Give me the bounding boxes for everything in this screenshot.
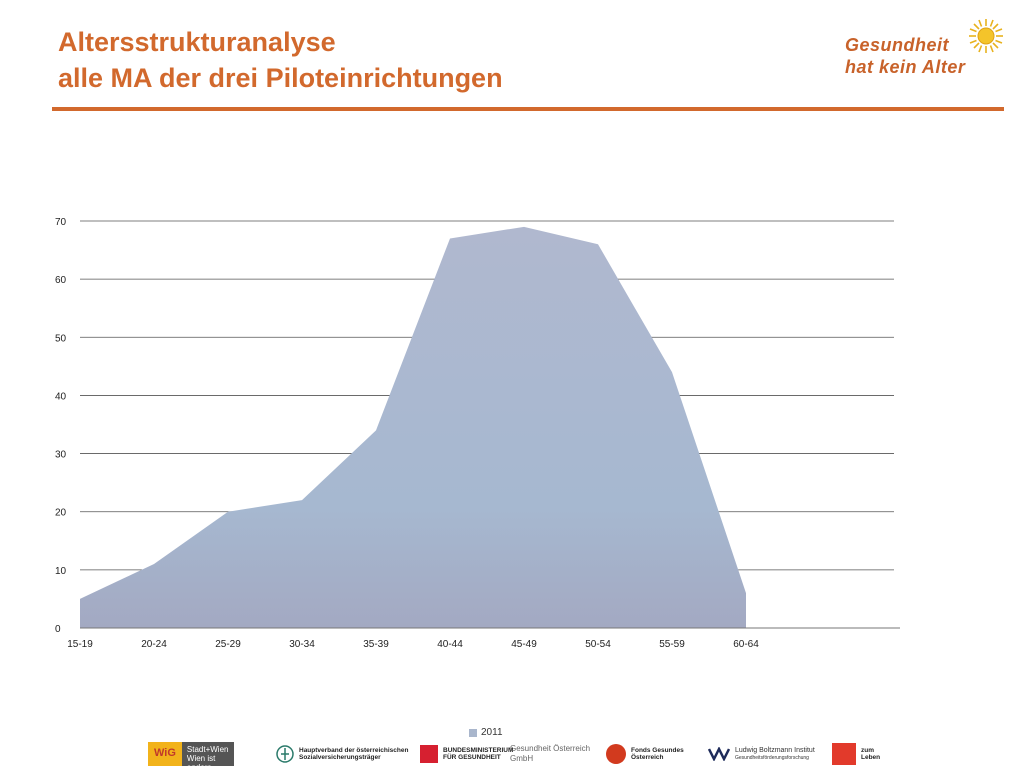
logo-wig-text: WiG: [148, 742, 182, 766]
header-divider: [52, 107, 1004, 111]
logo-zum-leben: zum Leben: [832, 742, 880, 766]
logo-fgoe: Fonds Gesundes Österreich: [606, 742, 684, 766]
logo-bmg: BUNDESMINISTERIUM FÜR GESUNDHEIT: [420, 742, 513, 766]
lbi-icon: [708, 747, 730, 761]
x-tick-label-40-44: 40-44: [437, 639, 463, 650]
fgoe-icon: [606, 744, 626, 764]
y-tick-label-40: 40: [55, 391, 67, 402]
y-tick-label-70: 70: [55, 217, 67, 228]
chart-legend: 2011: [469, 727, 503, 738]
y-tick-label-10: 10: [55, 566, 67, 577]
zum-leben-icon: [832, 743, 856, 765]
logo-goeg-line2: GmbH: [510, 754, 533, 763]
logo-goeg-line1: Gesundheit Österreich: [510, 744, 590, 753]
legend-swatch: [469, 729, 477, 737]
logo-lbi-line2: Gesundheitsförderungsforschung: [735, 755, 809, 761]
logo-zum-leben-line1: zum: [861, 747, 874, 754]
logo-zum-leben-line2: Leben: [861, 754, 880, 761]
x-tick-label-30-34: 30-34: [289, 639, 315, 650]
slide-title-line1: Altersstrukturanalyse: [58, 24, 503, 60]
y-tick-label-50: 50: [55, 333, 67, 344]
series-area-2011: [80, 227, 746, 628]
x-tick-label-20-24: 20-24: [141, 639, 167, 650]
brand-line1: Gesundheit: [845, 34, 965, 56]
partner-logos: WiG Stadt+Wien Wien ist anders Hauptverb…: [148, 742, 908, 768]
x-tick-label-50-54: 50-54: [585, 639, 611, 650]
x-tick-label-60-64: 60-64: [733, 639, 759, 650]
logo-lbi-line1: Ludwig Boltzmann Institut: [735, 747, 815, 754]
logo-stadt-wien-line1: Stadt+Wien: [187, 745, 229, 754]
logo-stadt-wien: Stadt+Wien Wien ist anders: [182, 742, 234, 766]
y-tick-label-60: 60: [55, 275, 67, 286]
logo-bmg-line1: BUNDESMINISTERIUM: [443, 747, 513, 754]
logo-fgoe-line2: Österreich: [631, 754, 664, 761]
sun-icon: [968, 18, 1004, 54]
y-tick-label-30: 30: [55, 450, 67, 461]
bmg-icon: [420, 745, 438, 763]
logo-lbi: Ludwig Boltzmann Institut Gesundheitsför…: [708, 742, 815, 766]
y-tick-label-20: 20: [55, 508, 67, 519]
brand-line2: hat kein Alter: [845, 56, 965, 78]
x-tick-label-45-49: 45-49: [511, 639, 537, 650]
logo-bmg-line2: FÜR GESUNDHEIT: [443, 754, 501, 761]
logo-fgoe-line1: Fonds Gesundes: [631, 747, 684, 754]
x-tick-label-25-29: 25-29: [215, 639, 241, 650]
logo-goeg: Gesundheit Österreich GmbH: [510, 742, 590, 766]
age-structure-chart: 0 10 20 30 40 50 60 70 15-19 20-24 25-29 30-34 35-39…: [40, 200, 920, 670]
logo-hauptverband: Hauptverband der österreichischen Sozial…: [276, 742, 408, 766]
x-tick-label-55-59: 55-59: [659, 639, 685, 650]
slide-title-line2: alle MA der drei Piloteinrichtungen: [58, 60, 503, 96]
x-tick-label-15-19: 15-19: [67, 639, 93, 650]
slide-title: Altersstrukturanalyse alle MA der drei P…: [58, 24, 503, 96]
logo-hauptverband-line2: Sozialversicherungsträger: [299, 754, 381, 761]
legend-label: 2011: [481, 727, 503, 738]
logo-wig: WiG Stadt+Wien Wien ist anders: [148, 742, 234, 766]
logo-hauptverband-line1: Hauptverband der österreichischen: [299, 747, 408, 754]
logo-stadt-wien-line2: Wien ist anders: [187, 754, 215, 772]
hauptverband-icon: [276, 745, 294, 763]
brand-logo-text: Gesundheit hat kein Alter: [845, 34, 965, 78]
x-tick-label-35-39: 35-39: [363, 639, 389, 650]
y-tick-label-0: 0: [55, 624, 61, 635]
